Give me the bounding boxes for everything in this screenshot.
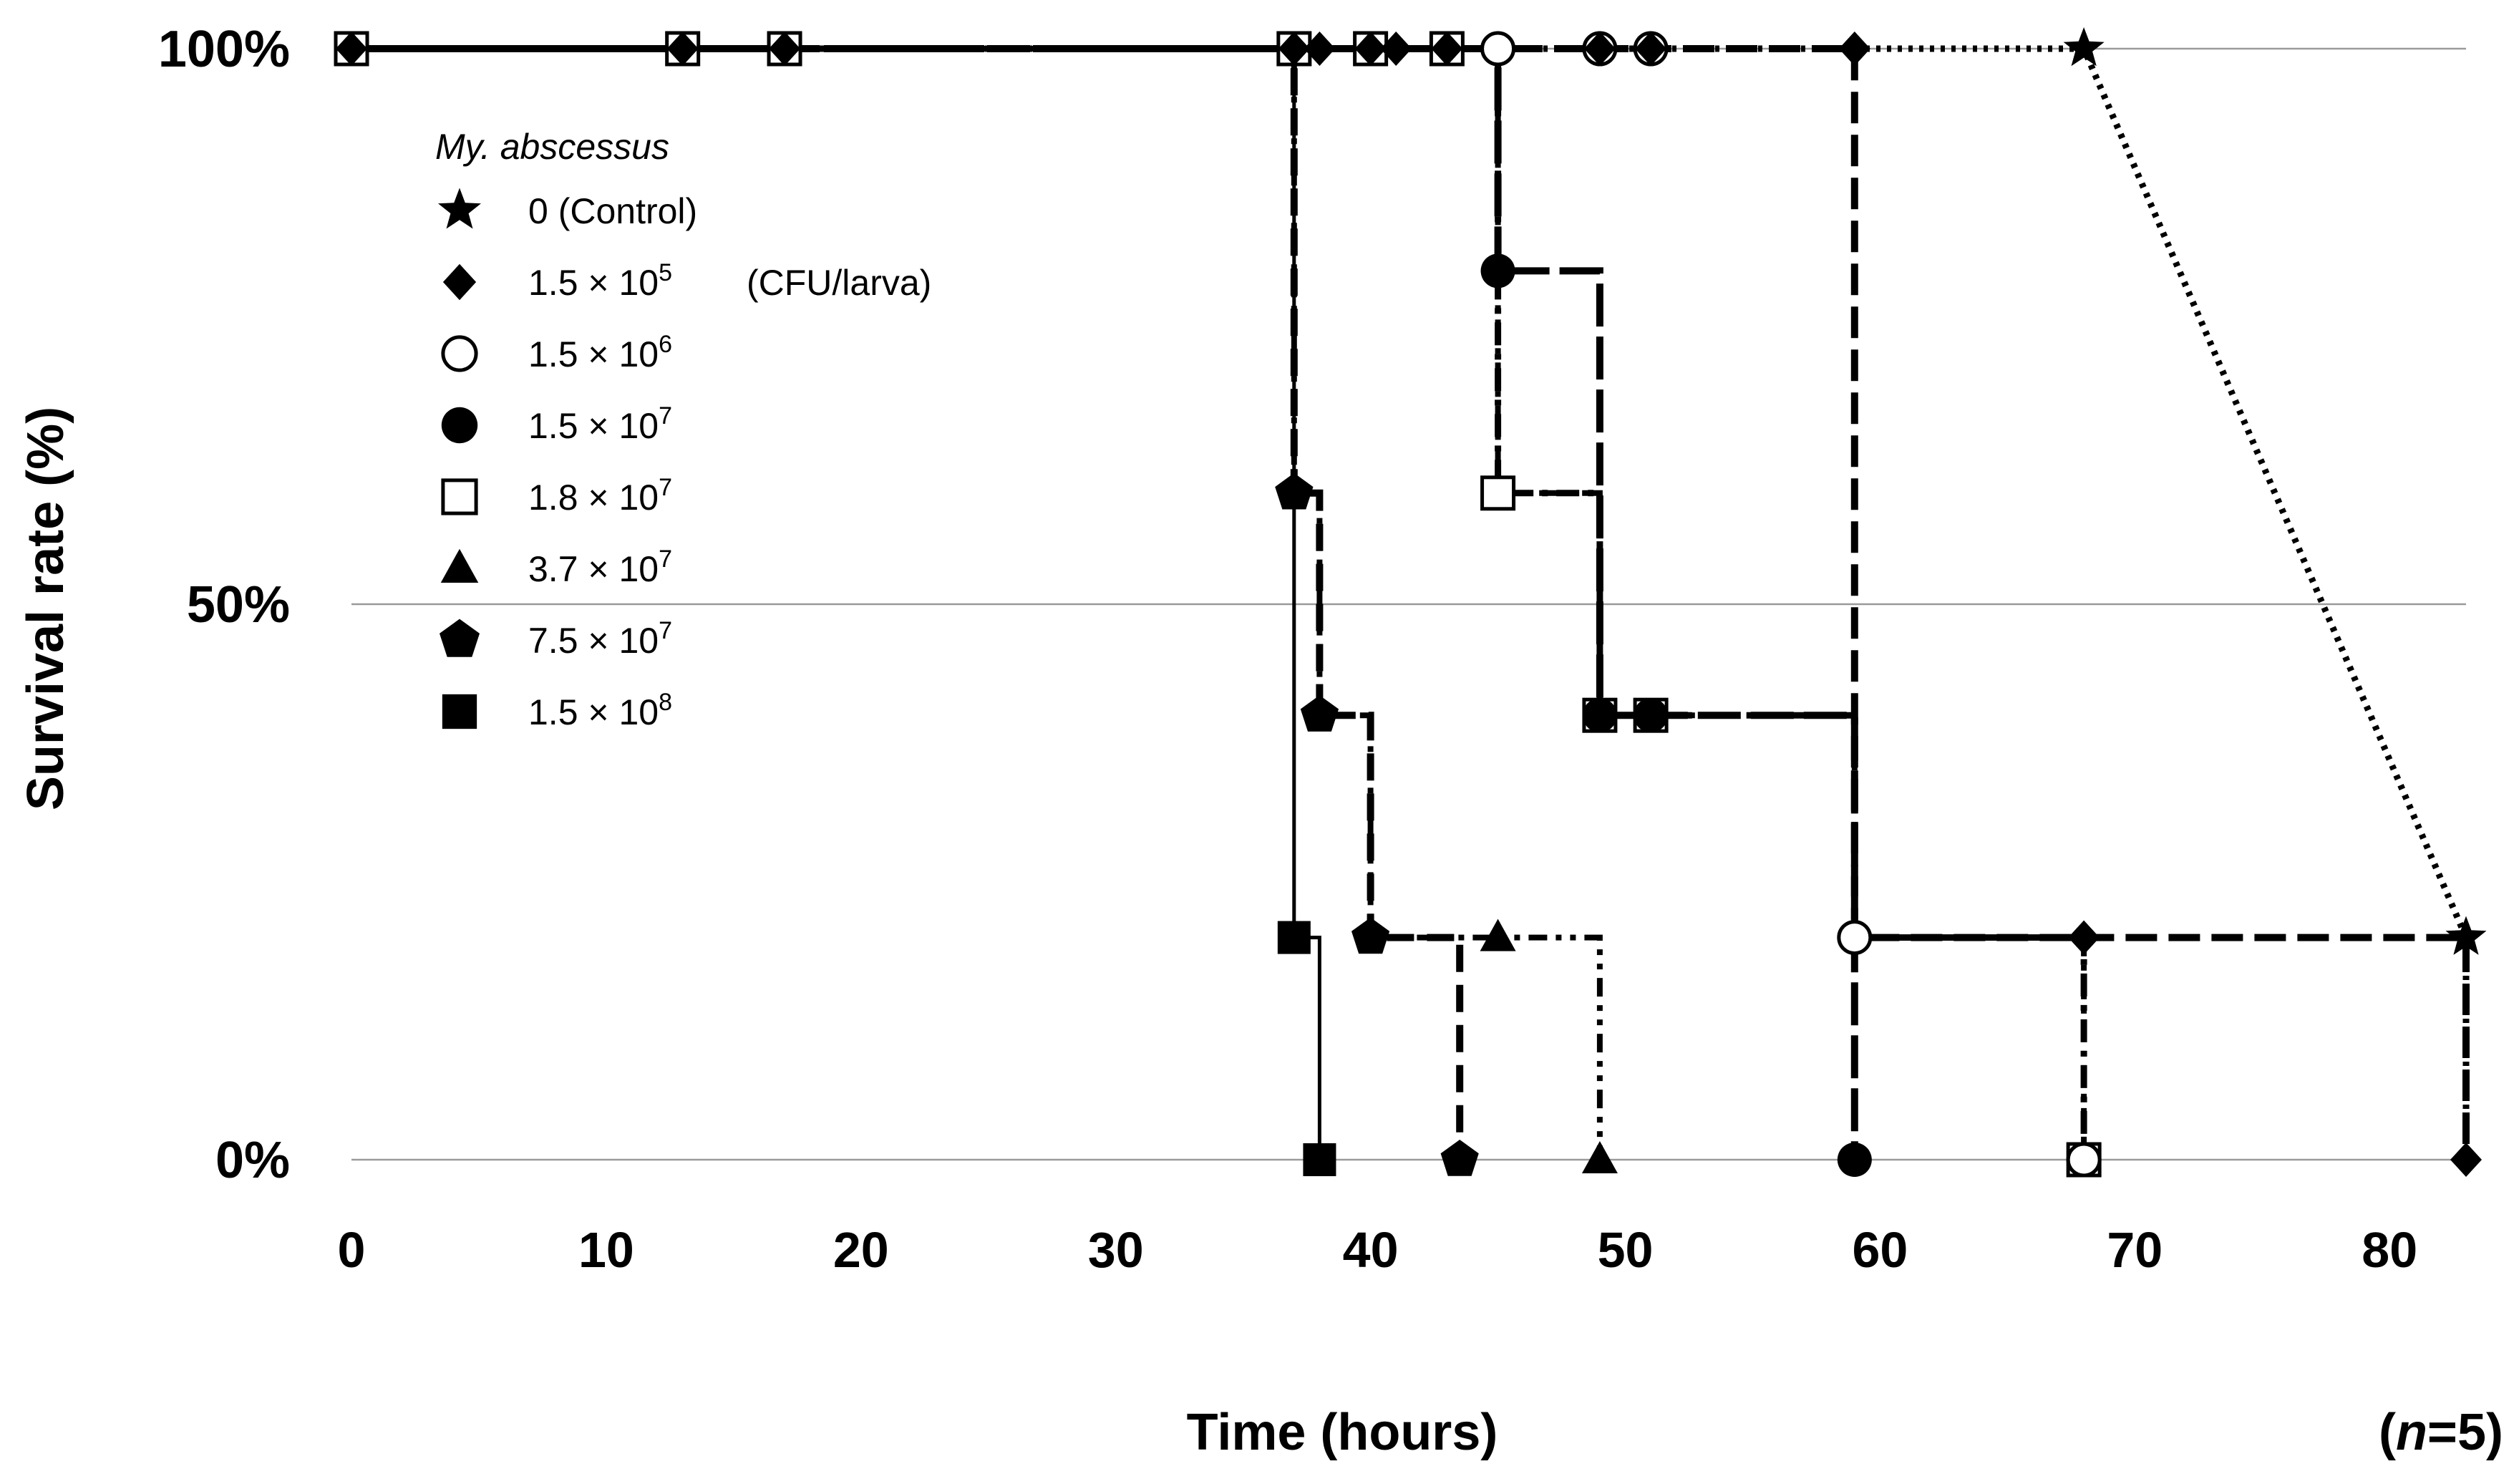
- legend-label: 1.5 × 108: [528, 689, 672, 732]
- legend-unit: (CFU/larva): [747, 263, 931, 303]
- legend-label: 1.5 × 105: [528, 259, 672, 303]
- marker-diamond-point: [1380, 31, 1412, 66]
- y-tick-labels: 0% 50% 100%: [158, 21, 290, 1189]
- legend-marker-pentagon: [440, 619, 480, 657]
- sample-size-note: (n=5): [2379, 1404, 2503, 1461]
- y-tick-label: 0%: [215, 1132, 290, 1189]
- x-tick-labels: 0 10 20 30 40 50 60 70 80: [338, 1222, 2418, 1278]
- legend-label: 3.7 × 107: [528, 545, 672, 589]
- marker-diamond-point: [1304, 31, 1336, 66]
- marker-triangle-point: [1480, 918, 1516, 951]
- y-tick-label: 100%: [158, 21, 290, 78]
- legend-title: My. abscessus: [435, 127, 669, 167]
- series-line-0: [351, 45, 2470, 1160]
- x-tick-label: 80: [2362, 1222, 2417, 1278]
- marker-circle-open-point: [1480, 31, 1516, 67]
- legend-label: 1.5 × 107: [528, 402, 672, 446]
- legend-label: 0 (Control): [528, 191, 697, 231]
- x-tick-label: 10: [578, 1222, 634, 1278]
- legend-marker-triangle: [440, 548, 479, 583]
- marker-pentagon-point: [1275, 472, 1314, 510]
- x-tick-label: 20: [833, 1222, 889, 1278]
- x-tick-label: 60: [1852, 1222, 1908, 1278]
- marker-square-point: [1303, 1143, 1336, 1176]
- legend-marker-star: [438, 188, 481, 229]
- legend-marker-circle-open: [441, 335, 478, 372]
- legend: My. abscessus 0 (Control) 1.5 × 105 1.5 × …: [435, 127, 931, 732]
- legend-label: 1.8 × 107: [528, 474, 672, 518]
- marker-diamond-point: [1354, 31, 1387, 66]
- legend-marker-diamond: [442, 263, 477, 301]
- marker-diamond-point: [666, 31, 699, 66]
- x-tick-label: 50: [1598, 1222, 1654, 1278]
- marker-diamond-point: [2068, 920, 2100, 955]
- marker-circle-point: [1480, 253, 1515, 288]
- marker-pentagon-point: [1300, 695, 1339, 732]
- legend-marker-circle: [441, 407, 478, 444]
- marker-circle-point: [1582, 698, 1617, 733]
- marker-diamond-point: [769, 31, 801, 66]
- marker-diamond-point: [1278, 31, 1310, 66]
- marker-circle-open-point: [1837, 920, 1873, 956]
- marker-triangle-point: [1581, 1141, 1618, 1173]
- marker-circle-point: [1634, 698, 1669, 733]
- marker-star-point: [2445, 916, 2487, 955]
- marker-star-point: [2063, 27, 2105, 67]
- x-tick-label: 0: [338, 1222, 366, 1278]
- marker-circle-open-point: [2066, 1142, 2102, 1178]
- legend-marker-square-open: [441, 478, 478, 515]
- marker-diamond-point: [1431, 31, 1463, 66]
- y-tick-label: 50%: [187, 576, 290, 634]
- x-tick-label: 30: [1088, 1222, 1144, 1278]
- marker-diamond-point: [2450, 1143, 2482, 1177]
- marker-diamond-point: [1583, 31, 1616, 66]
- x-axis-title: Time (hours): [1187, 1404, 1498, 1461]
- marker-pentagon-point: [1440, 1140, 1479, 1176]
- series-line-4: [351, 46, 2087, 1160]
- marker-diamond-point: [336, 31, 367, 66]
- marker-pentagon-point: [1351, 917, 1390, 954]
- legend-label: 7.5 × 107: [528, 617, 672, 661]
- marker-circle-point: [1837, 1143, 1872, 1177]
- marker-square-open-point: [1480, 475, 1516, 511]
- data-markers: [334, 27, 2487, 1178]
- marker-diamond-point: [1635, 31, 1667, 66]
- y-axis-title: Survival rate (%): [17, 407, 74, 810]
- legend-label: 1.5 × 106: [528, 331, 672, 374]
- legend-marker-square: [442, 694, 477, 729]
- x-tick-label: 40: [1343, 1222, 1399, 1278]
- marker-square-point: [1277, 921, 1311, 954]
- marker-diamond-point: [1838, 31, 1870, 66]
- x-tick-label: 70: [2107, 1222, 2163, 1278]
